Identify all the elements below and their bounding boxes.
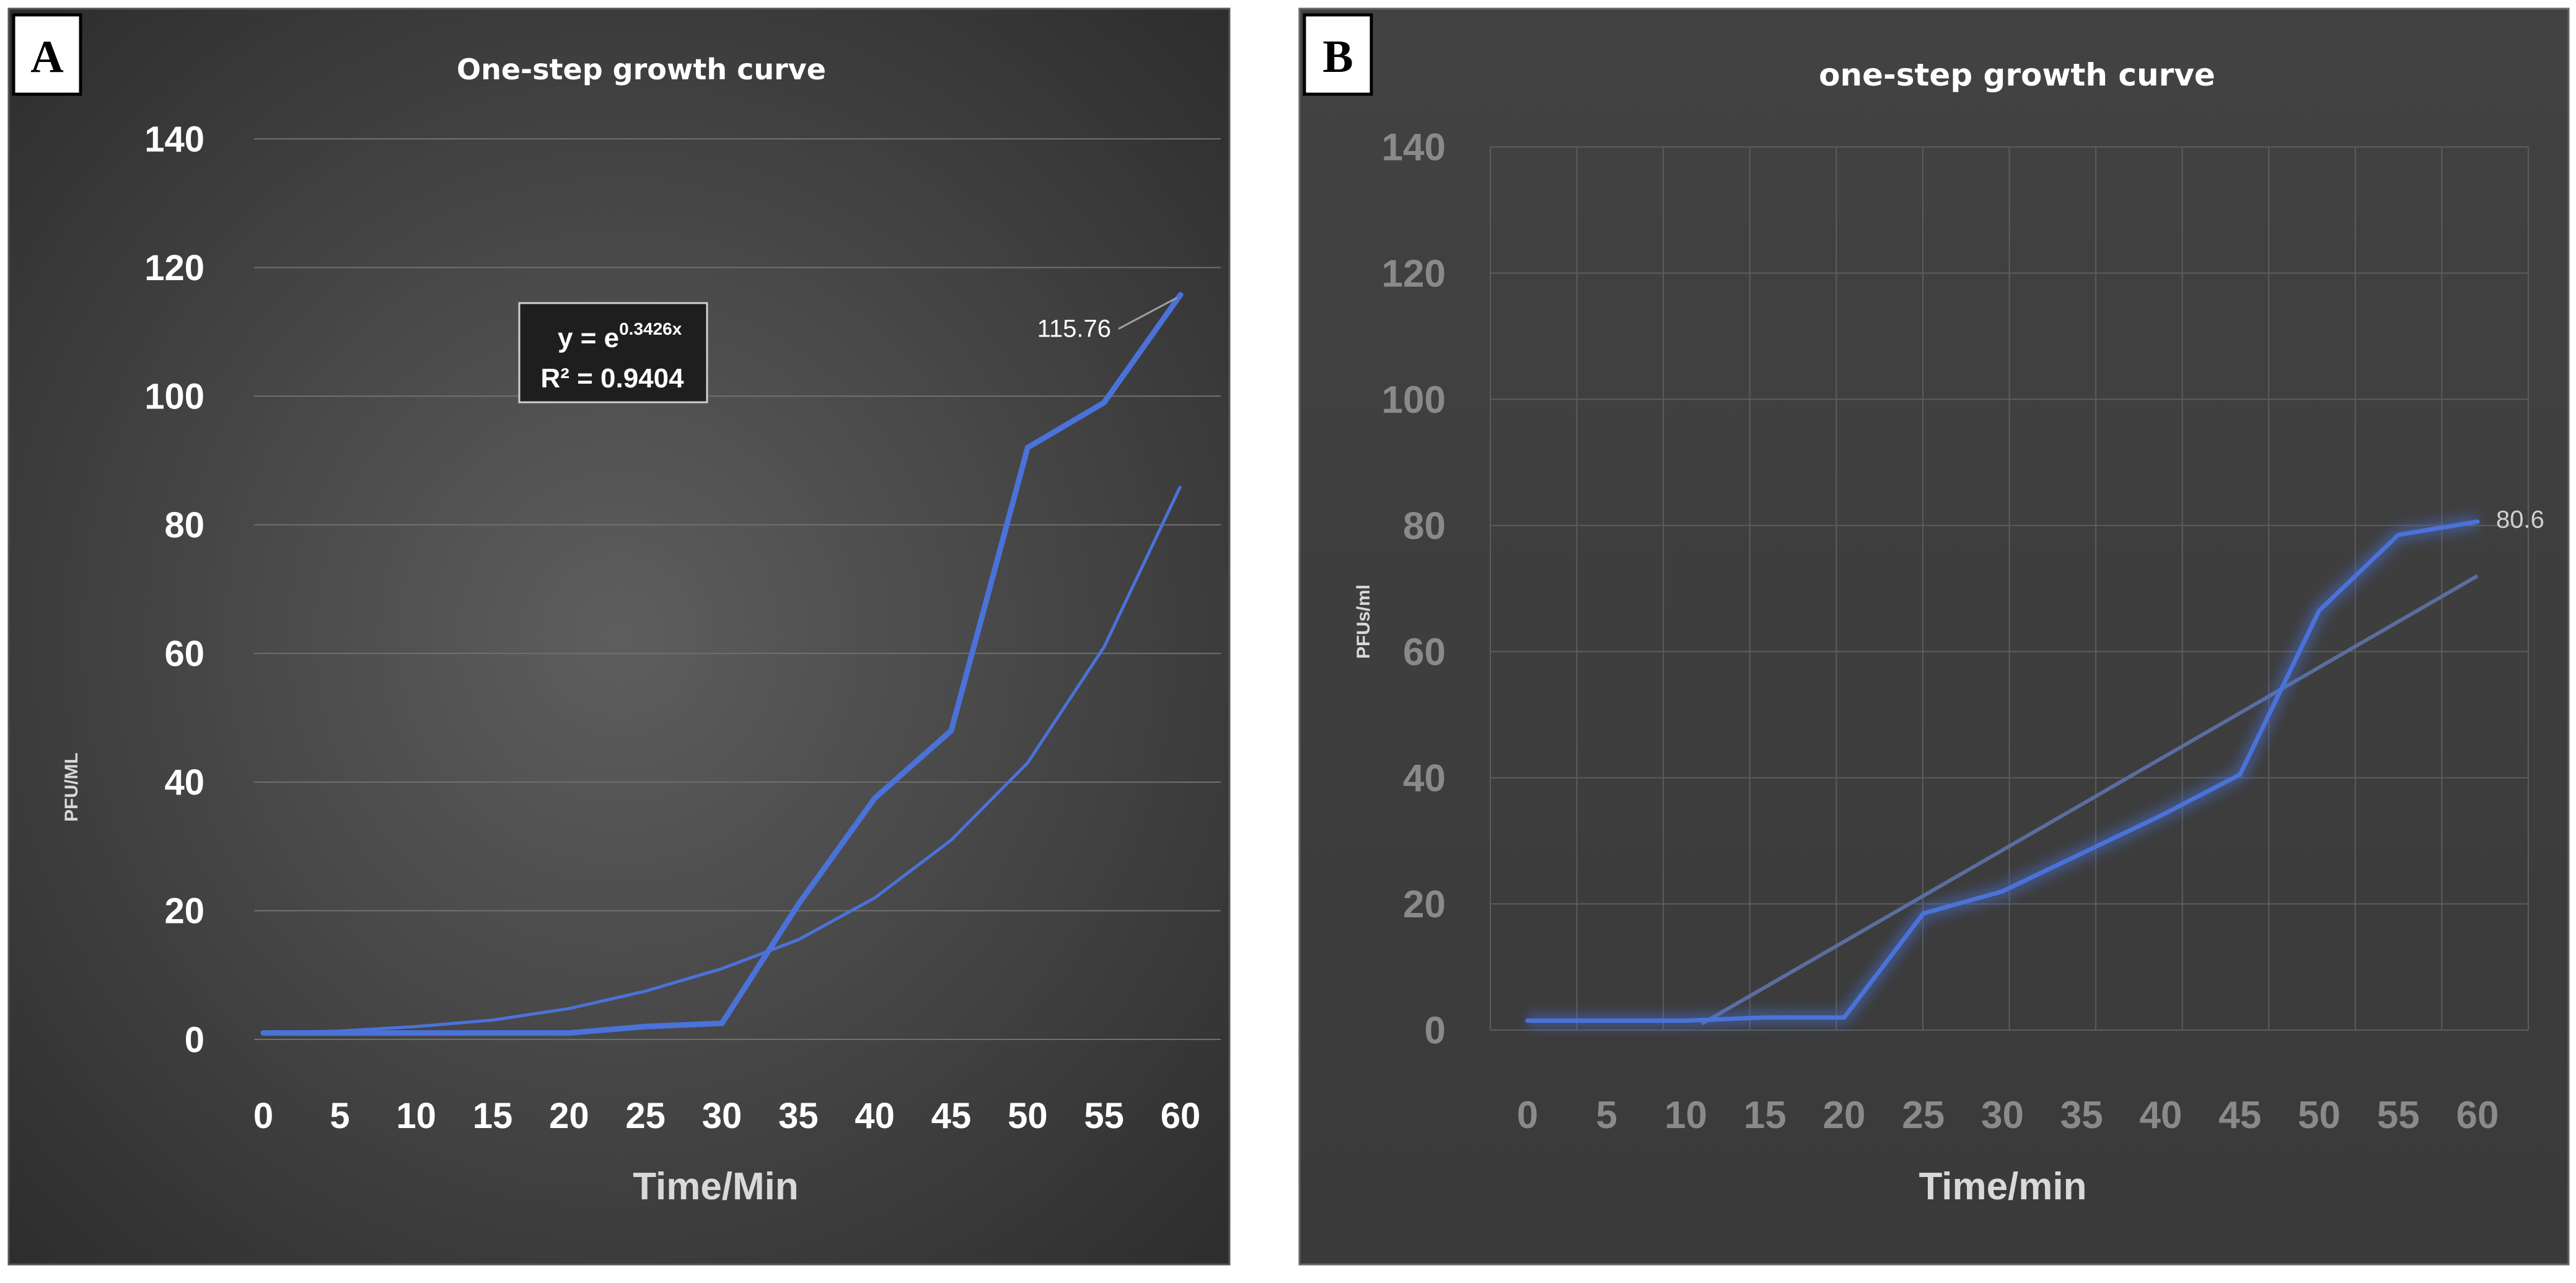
panel-b-y-tick-label: 40 (1403, 757, 1446, 800)
panel-a-data-point (415, 1031, 418, 1034)
panel-b-x-axis-title: Time/min (1919, 1165, 2086, 1208)
panel-b: 0 20 40 60 80 100 120 140 0 5 10 15 20 25 30 35 40 45 50 55… (1298, 7, 2570, 1266)
panel-a-y-axis-title: PFU/ML (61, 752, 82, 822)
panel-a-equation-prefix: y = e (558, 323, 619, 353)
panel-b-x-tick-label: 35 (2060, 1094, 2103, 1137)
panel-b-x-tick-label: 10 (1664, 1094, 1707, 1137)
panel-b-y-axis-title: PFUs/ml (1353, 584, 1374, 659)
panel-b-y-tick-label: 140 (1382, 126, 1446, 169)
panel-a-x-tick-label: 20 (549, 1096, 589, 1136)
panel-b-x-tick-label: 60 (2456, 1094, 2499, 1137)
panel-a-label-box (12, 13, 82, 96)
panel-a-y-tick-label: 80 (164, 505, 204, 545)
panel-b-x-tick-label: 40 (2140, 1094, 2183, 1137)
panel-a-background (7, 7, 1231, 1266)
panel-a-r-squared: R² = 0.9404 (540, 363, 684, 394)
panel-b-data-point (2318, 609, 2321, 612)
panel-b-title: one-step growth curve (1819, 57, 2215, 93)
panel-a-data-label: 115.76 (1037, 315, 1111, 343)
panel-b-y-tick-label: 80 (1403, 505, 1446, 547)
panel-b-data-point (2001, 890, 2004, 893)
panel-a-y-tick-label: 0 (185, 1020, 204, 1060)
panel-a-y-tick-label: 40 (164, 762, 204, 803)
panel-b-data-point (1922, 912, 1925, 915)
panel-a-label: A (30, 32, 63, 82)
panel-b-x-tick-label: 0 (1517, 1094, 1538, 1137)
panel-b-trendline (1700, 574, 2479, 1026)
panel-a-x-tick-label: 25 (625, 1096, 666, 1136)
panel-a-data-point (721, 1022, 723, 1025)
panel-b-y-tick-label: 100 (1382, 379, 1446, 421)
panel-a-y-tick-label: 100 (144, 376, 204, 417)
panel-a-data-point (491, 1031, 494, 1034)
panel-b-x-tick-label: 25 (1902, 1094, 1945, 1137)
panel-b-data-point (2238, 773, 2241, 776)
panel-a-x-tick-label: 10 (396, 1096, 436, 1136)
panel-a-equation-exponent: 0.3426x (619, 319, 682, 338)
panel-a-equation: y = e0.3426x (558, 319, 682, 353)
panel-a-x-tick-label: 5 (330, 1096, 349, 1136)
panel-a-y-tick-label: 140 (144, 119, 204, 159)
panel-b-data-point (2476, 520, 2479, 523)
panel-b-x-tick-label: 5 (1596, 1094, 1617, 1137)
panel-a-trend-equation-box: y = e0.3426x R² = 0.9404 (518, 302, 708, 403)
panel-a-equation-frame (518, 302, 708, 403)
panel-b-data-point (2397, 533, 2400, 536)
panel-a-data-point (262, 1031, 265, 1034)
panel-b-x-tick-label: 55 (2377, 1094, 2420, 1137)
panel-a-y-tick-label: 120 (144, 248, 204, 288)
panel-b-x-tick-label: 50 (2298, 1094, 2341, 1137)
panel-b-label: B (1322, 32, 1353, 82)
panel-a-data-point (797, 903, 800, 906)
panel-a-x-tick-label: 15 (473, 1096, 513, 1136)
panel-a-x-axis-title: Time/Min (633, 1165, 799, 1208)
panel-b-data-point (1605, 1019, 1608, 1022)
panel-b-y-tick-label: 60 (1403, 631, 1446, 674)
panel-b-data-label: 80.6 (2496, 506, 2544, 534)
panel-b-label-box (1303, 13, 1373, 96)
panel-a-data-point (1102, 401, 1106, 404)
panel-a-title: One-step growth curve (457, 53, 826, 86)
panel-b-x-tick-label: 30 (1981, 1094, 2024, 1137)
panel-a-data-point (338, 1031, 341, 1034)
panel-b-x-tick-label: 15 (1744, 1094, 1787, 1137)
panel-a-data-point (873, 796, 876, 800)
panel-b-data-point (2080, 852, 2083, 855)
panel-a-x-tick-label: 60 (1161, 1096, 1201, 1136)
panel-b-y-tick-label: 0 (1425, 1010, 1446, 1052)
panel-a-y-tick-label: 20 (164, 891, 204, 932)
panel-a-data-label-leader (1118, 297, 1177, 330)
panel-b-data-point (1526, 1019, 1529, 1022)
panel-a-data-point (1179, 293, 1182, 296)
panel-b-data-point (1684, 1019, 1687, 1022)
panel-b-x-tick-label: 20 (1823, 1094, 1866, 1137)
panel-b-data-point (2160, 814, 2162, 817)
panel-b-x-tick-label: 45 (2218, 1094, 2261, 1137)
panel-b-data-point (1843, 1016, 1845, 1019)
panel-a-x-tick-label: 35 (778, 1096, 819, 1136)
panel-a-x-tick-label: 0 (253, 1096, 273, 1136)
panel-a-data-point (1026, 446, 1029, 449)
panel-b-y-tick-label: 120 (1382, 252, 1446, 295)
panel-b-background (1298, 7, 2570, 1266)
panel-b-y-tick-label: 20 (1403, 883, 1446, 926)
panel-a-data-point (644, 1025, 647, 1028)
panel-a-x-tick-label: 40 (855, 1096, 895, 1136)
panel-a-x-tick-label: 50 (1008, 1096, 1048, 1136)
panel-a-data-point (568, 1031, 571, 1034)
panel-a-y-tick-label: 60 (164, 634, 204, 674)
panel-a-x-tick-label: 55 (1084, 1096, 1124, 1136)
panel-b-data-point (1764, 1016, 1767, 1019)
panel-a-data-point (950, 729, 952, 732)
panel-a-trendline (263, 485, 1182, 1035)
panel-a: 0 20 40 60 80 100 120 140 0 5 10 15 20 25 30 35 40 45 50 55… (7, 7, 1231, 1266)
panel-a-x-tick-label: 30 (702, 1096, 742, 1136)
panel-a-x-tick-label: 45 (931, 1096, 972, 1136)
